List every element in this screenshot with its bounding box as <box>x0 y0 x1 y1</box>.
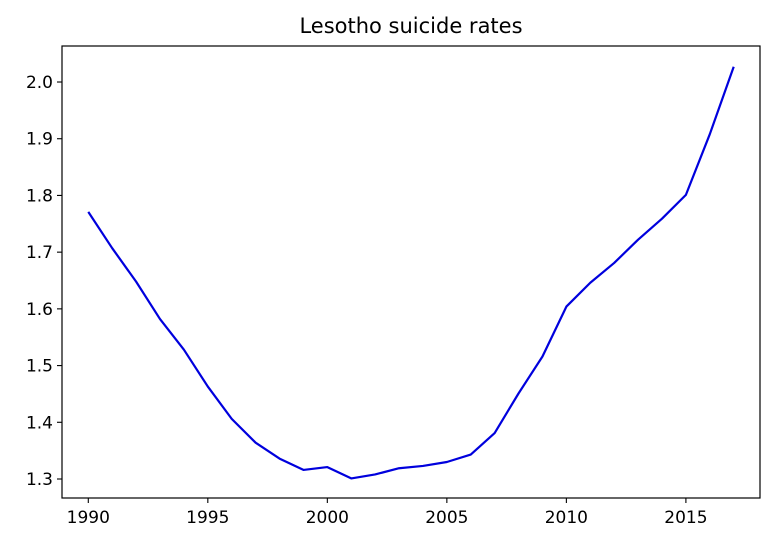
series-line-0 <box>87 66 735 480</box>
y-tick-label: 1.8 <box>26 186 53 206</box>
y-tick-label: 2.0 <box>26 73 53 93</box>
y-tick-label: 1.7 <box>26 243 53 263</box>
x-tick-label: 2010 <box>545 508 588 528</box>
x-tick-label: 1995 <box>186 508 229 528</box>
x-tick-label: 2000 <box>306 508 349 528</box>
plot-area: 1990 1995 2000 2005 2010 2015 1.3 1.4 1.5 1.6 1.7 1… <box>26 45 761 528</box>
y-tick-label: 1.5 <box>26 357 53 377</box>
chart-title: Lesotho suicide rates <box>299 14 522 38</box>
y-tick-label: 1.9 <box>26 130 53 150</box>
x-tick-label: 2005 <box>425 508 468 528</box>
x-tick-label: 2015 <box>664 508 707 528</box>
x-tick-label: 1990 <box>67 508 110 528</box>
y-tick-label: 1.6 <box>26 300 53 320</box>
axes-frame <box>61 45 761 499</box>
y-tick-label: 1.4 <box>26 413 53 433</box>
y-tick-label: 1.3 <box>26 470 53 490</box>
